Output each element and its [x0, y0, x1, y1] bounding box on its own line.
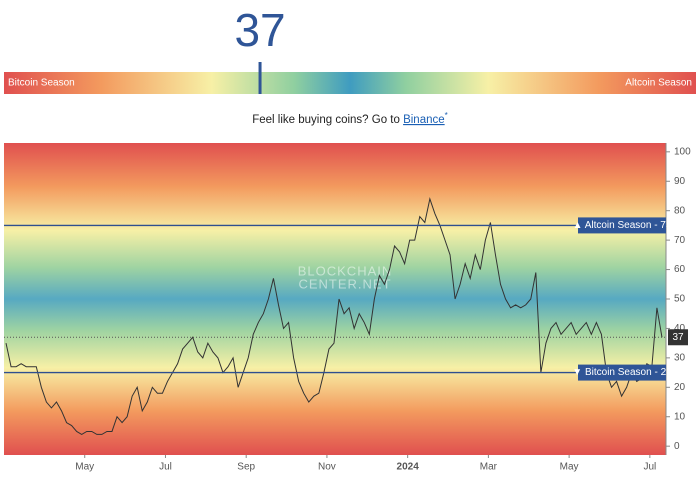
- y-tick-label: 20: [674, 382, 686, 393]
- current-label: 37: [672, 332, 684, 343]
- y-tick-label: 30: [674, 353, 686, 364]
- x-tick-label: Nov: [318, 462, 336, 473]
- gauge-left-label: Bitcoin Season: [8, 78, 75, 89]
- y-tick-label: 80: [674, 205, 686, 216]
- watermark: CENTER.NET: [298, 276, 391, 291]
- y-tick-label: 60: [674, 264, 686, 275]
- y-tick-label: 10: [674, 411, 686, 422]
- y-tick-label: 90: [674, 176, 686, 187]
- promo-text: Feel like buying coins? Go to: [252, 114, 403, 126]
- x-tick-label: 2024: [397, 462, 420, 473]
- y-tick-label: 0: [674, 441, 680, 452]
- promo-mark: *: [445, 111, 448, 120]
- x-tick-label: Jul: [159, 462, 172, 473]
- promo-link[interactable]: Binance: [403, 114, 445, 126]
- reference-label: ▲ Altcoin Season - 75: [573, 220, 672, 231]
- promo: Feel like buying coins? Go to Binance*: [252, 111, 448, 126]
- plot-background: [4, 143, 666, 455]
- current-label-box: [668, 329, 688, 346]
- y-tick-label: 70: [674, 235, 686, 246]
- x-tick-label: Sep: [237, 462, 255, 473]
- header: 37 Bitcoin Season Altcoin Season Feel li…: [4, 4, 696, 126]
- index-value: 37: [234, 4, 285, 56]
- gauge-bar: [4, 72, 696, 94]
- gauge-right-label: Altcoin Season: [625, 78, 692, 89]
- x-tick-label: Mar: [480, 462, 498, 473]
- y-tick-label: 100: [674, 146, 691, 157]
- x-tick-label: Jul: [643, 462, 656, 473]
- reference-label: ▼ Bitcoin Season - 25: [572, 367, 672, 378]
- reference-label-box: [578, 364, 666, 381]
- y-tick-label: 40: [674, 323, 686, 334]
- series-line: [5, 197, 663, 435]
- reference-label-box: [578, 217, 666, 234]
- x-tick-label: May: [75, 462, 94, 473]
- watermark: BLOCKCHAIN: [298, 263, 393, 278]
- x-tick-label: May: [560, 462, 579, 473]
- y-tick-label: 50: [674, 294, 686, 305]
